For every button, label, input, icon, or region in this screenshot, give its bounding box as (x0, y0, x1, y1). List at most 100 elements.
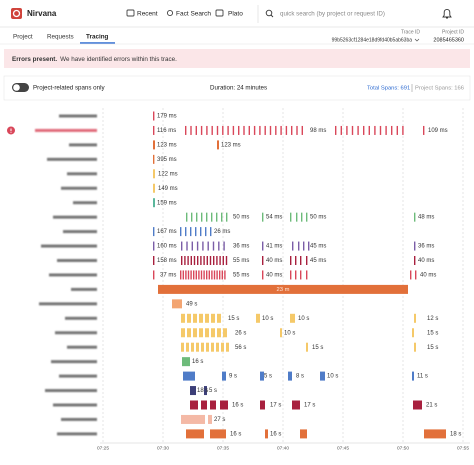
span-bar (206, 270, 208, 280)
span-bar (181, 342, 184, 352)
span-bar (363, 125, 365, 135)
span-bar (211, 328, 215, 338)
span-name-redacted (57, 432, 97, 436)
span-bar (191, 241, 193, 251)
toggle-knob (13, 84, 20, 91)
span-bar (191, 212, 193, 222)
span-duration: 21 s (426, 403, 437, 409)
span-bar (201, 400, 207, 410)
span-bar (292, 241, 294, 251)
duration: Duration: 24 minutes (210, 85, 267, 92)
span-bar (196, 212, 198, 222)
span-bar (306, 256, 308, 265)
span-duration: 15 s (228, 316, 239, 322)
span-bar (226, 212, 228, 222)
span-bar (206, 342, 209, 352)
span-bar (190, 270, 192, 280)
span-bar (264, 125, 266, 135)
span-bar (202, 241, 204, 251)
span-bar (181, 256, 183, 265)
span-bar (306, 342, 308, 352)
span-bar (414, 313, 416, 323)
span-bar (153, 125, 155, 135)
span-bar (223, 241, 225, 251)
span-bar (290, 212, 292, 222)
span-bar (280, 328, 282, 338)
span-bar (292, 400, 300, 410)
header (0, 0, 474, 27)
span-duration: 56 s (235, 345, 246, 351)
span-bar (410, 270, 412, 280)
span-bar (193, 313, 197, 323)
span-duration: 36 ms (233, 244, 249, 250)
app-name[interactable]: Nirvana (27, 9, 57, 18)
span-duration: 45 ms (310, 244, 326, 250)
span-duration: 17 s (270, 403, 281, 409)
nav-link[interactable]: Recent (137, 11, 158, 18)
error-banner-text: Errors present. We have identified errors… (12, 56, 177, 63)
span-bar (415, 270, 417, 280)
banner-message: We have identified errors within this tr… (60, 56, 177, 63)
span-name-redacted (35, 128, 97, 132)
span-duration: 16 s (192, 359, 203, 365)
span-duration: 41 ms (266, 244, 282, 250)
span-bar (262, 256, 264, 265)
span-bar (320, 371, 325, 381)
span-bar (220, 400, 228, 410)
span-name-redacted (65, 316, 97, 320)
span-bar (187, 328, 191, 338)
tab[interactable]: Requests (47, 34, 74, 41)
span-bar (385, 125, 387, 135)
span-bar (207, 241, 209, 251)
span-bar (186, 241, 188, 251)
span-bar (357, 125, 359, 135)
span-bar (195, 227, 197, 237)
span-name-redacted (59, 374, 97, 378)
span-bar (262, 212, 264, 222)
span-bar (153, 154, 155, 164)
span-duration: 37 ms (160, 273, 176, 279)
dropdown[interactable] (414, 38, 420, 42)
span-duration: 5 s (209, 388, 217, 394)
span-bar (260, 400, 265, 410)
span-bar (216, 270, 218, 280)
nav-link[interactable]: Plato (228, 11, 243, 18)
span-duration: 40 ms (420, 273, 436, 279)
span-name-redacted (55, 331, 97, 335)
span-bar (301, 125, 303, 135)
search-input[interactable]: quick search (by project or request ID) (280, 11, 385, 18)
span-bar (412, 371, 414, 381)
span-name-redacted (49, 273, 97, 277)
span-bar (424, 429, 446, 439)
span-duration: 10 s (262, 316, 273, 322)
span-duration: 123 ms (157, 142, 177, 148)
tab-active[interactable]: Tracing (86, 34, 109, 41)
span-bar (208, 414, 212, 424)
span-bar (414, 241, 416, 251)
span-duration: 149 ms (158, 186, 178, 192)
span-duration: 15 s (312, 345, 323, 351)
axis-tick-label: 07:45 (337, 445, 349, 451)
notifications[interactable] (442, 9, 452, 19)
span-bar (172, 299, 182, 309)
span-bar (335, 125, 337, 135)
span-bar (186, 342, 189, 352)
span-bar (190, 386, 196, 396)
trace-id[interactable]: 99b5263cf1284e18d9fd40b5ab63ba (332, 37, 413, 43)
span-duration: 10 s (284, 330, 295, 336)
span-duration: 15 s (427, 330, 438, 336)
span-bar (205, 227, 207, 237)
span-duration: 179 ms (157, 114, 177, 120)
axis-tick-label: 07:55 (457, 445, 469, 451)
toolbar (3, 75, 471, 101)
span-bar (225, 256, 228, 265)
tab[interactable]: Project (13, 34, 33, 41)
span-duration: 17 s (304, 403, 315, 409)
span-bar (181, 414, 205, 424)
span-bar (209, 256, 212, 265)
nav-link[interactable]: Fact Search (176, 11, 211, 18)
span-bar (201, 342, 204, 352)
span-name-redacted (53, 215, 97, 219)
span-name-redacted (69, 143, 97, 147)
span-duration: 16 s (230, 431, 241, 437)
